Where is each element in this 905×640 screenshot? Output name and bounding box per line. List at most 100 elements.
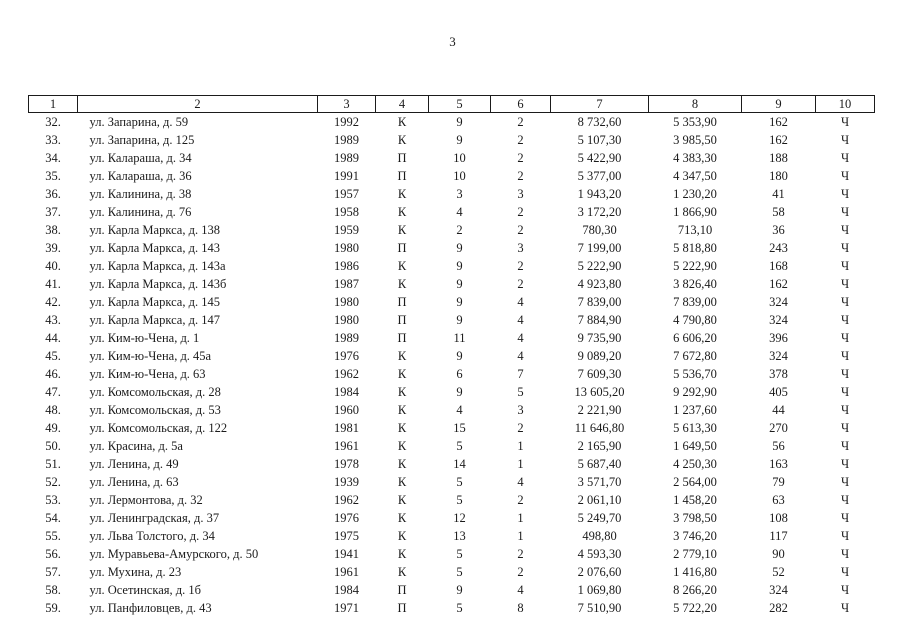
table-row: 48. ул. Комсомольская, д. 53 1960 К 4 3 2 221,… <box>29 401 875 419</box>
table-row: 47. ул. Комсомольская, д. 28 1984 К 9 5 13 605… <box>29 383 875 401</box>
wall-material: К <box>397 367 407 381</box>
row-number: 40. <box>45 259 61 273</box>
residents: 162 <box>769 133 788 147</box>
address: ул. Комсомольская, д. 122 <box>89 421 228 435</box>
wall-material: К <box>397 457 407 471</box>
row-number: 44. <box>45 331 61 345</box>
address: ул. Карла Маркса, д. 143а <box>89 259 226 273</box>
header-cell: 2 <box>77 95 318 113</box>
entrances: 2 <box>517 259 524 273</box>
ownership: Ч <box>840 439 850 453</box>
ownership: Ч <box>840 205 850 219</box>
row-number: 32. <box>45 115 61 129</box>
floors: 9 <box>456 133 463 147</box>
residents: 117 <box>769 529 788 543</box>
table-row: 55. ул. Льва Толстого, д. 34 1975 К 13 1 498,8… <box>29 527 875 545</box>
ownership: Ч <box>840 259 850 273</box>
wall-material: К <box>397 565 407 579</box>
living-area: 1 649,50 <box>673 439 717 453</box>
wall-material: П <box>397 241 407 255</box>
entrances: 2 <box>517 565 524 579</box>
year-built: 1959 <box>334 223 359 237</box>
living-area: 6 606,20 <box>673 331 717 345</box>
header-cell: 6 <box>490 95 551 113</box>
ownership: Ч <box>840 421 850 435</box>
residents: 162 <box>769 115 788 129</box>
header-cell: 1 <box>28 95 78 113</box>
total-area: 4 593,30 <box>577 547 622 561</box>
living-area: 5 818,80 <box>673 241 717 255</box>
living-area: 9 292,90 <box>673 385 717 399</box>
living-area: 5 722,20 <box>673 601 717 615</box>
year-built: 1987 <box>334 277 359 291</box>
floors: 3 <box>456 187 463 201</box>
header-cell: 4 <box>375 95 429 113</box>
row-number: 39. <box>45 241 61 255</box>
address: ул. Запарина, д. 59 <box>89 115 189 129</box>
total-area: 5 107,30 <box>577 133 622 147</box>
ownership: Ч <box>840 493 850 507</box>
residents: 282 <box>769 601 788 615</box>
row-number: 47. <box>45 385 61 399</box>
table-row: 43. ул. Карла Маркса, д. 147 1980 П 9 4 7 884,… <box>29 311 875 329</box>
header-row: 1 2 3 4 5 6 7 8 9 10 <box>28 95 875 113</box>
header-cell: 7 <box>550 95 649 113</box>
address: ул. Калараша, д. 36 <box>89 169 192 183</box>
table-row: 36. ул. Калинина, д. 38 1957 К 3 3 1 943,20 1 2… <box>29 185 875 203</box>
row-number: 57. <box>45 565 61 579</box>
living-area: 7 839,00 <box>673 295 717 309</box>
entrances: 4 <box>517 475 524 489</box>
address: ул. Панфиловцев, д. 43 <box>89 601 212 615</box>
year-built: 1981 <box>334 421 359 435</box>
total-area: 7 839,00 <box>577 295 622 309</box>
year-built: 1941 <box>334 547 359 561</box>
entrances: 2 <box>517 169 524 183</box>
wall-material: К <box>397 493 407 507</box>
living-area: 713,10 <box>677 223 713 237</box>
living-area: 5 613,30 <box>673 421 717 435</box>
row-number: 50. <box>45 439 61 453</box>
row-number: 52. <box>45 475 61 489</box>
year-built: 1989 <box>334 151 359 165</box>
living-area: 7 672,80 <box>673 349 717 363</box>
table-row: 42. ул. Карла Маркса, д. 145 1980 П 9 4 7 839,… <box>29 293 875 311</box>
wall-material: К <box>397 475 407 489</box>
living-area: 1 866,90 <box>673 205 717 219</box>
floors: 9 <box>456 259 463 273</box>
year-built: 1984 <box>334 385 359 399</box>
floors: 2 <box>456 223 463 237</box>
residents: 41 <box>772 187 785 201</box>
floors: 9 <box>456 349 463 363</box>
ownership: Ч <box>840 241 850 255</box>
floors: 4 <box>456 403 463 417</box>
address: ул. Мухина, д. 23 <box>89 565 182 579</box>
living-area: 5 353,90 <box>673 115 717 129</box>
residents: 63 <box>772 493 785 507</box>
total-area: 7 609,30 <box>577 367 622 381</box>
total-area: 2 061,10 <box>577 493 622 507</box>
buildings-table: 1 2 3 4 5 6 7 8 9 10 32. ул. Запарина, д. 59 1 9 9 2 К 9… <box>28 95 875 617</box>
year-built: 1976 <box>334 511 359 525</box>
total-area: 13 605,20 <box>574 385 625 399</box>
floors: 14 <box>453 457 466 471</box>
address: ул. Ленинградская, д. 37 <box>89 511 220 525</box>
ownership: Ч <box>840 475 850 489</box>
row-number: 43. <box>45 313 61 327</box>
ownership: Ч <box>840 529 850 543</box>
entrances: 2 <box>517 493 524 507</box>
wall-material: К <box>397 349 407 363</box>
wall-material: К <box>397 511 407 525</box>
entrances: 4 <box>517 349 524 363</box>
living-area: 3 798,50 <box>673 511 717 525</box>
ownership: Ч <box>840 277 850 291</box>
table-row: 37. ул. Калинина, д. 76 1958 К 4 2 3 172,20 1 8… <box>29 203 875 221</box>
floors: 11 <box>453 331 466 345</box>
table-row: 35. ул. Калараша, д. 36 1991 П 10 2 5 377,00 4 … <box>29 167 875 185</box>
wall-material: К <box>397 547 407 561</box>
floors: 10 <box>453 169 466 183</box>
residents: 188 <box>769 151 788 165</box>
wall-material: К <box>397 529 407 543</box>
year-built: 1989 <box>334 133 359 147</box>
residents: 324 <box>769 349 788 363</box>
wall-material: П <box>397 295 407 309</box>
